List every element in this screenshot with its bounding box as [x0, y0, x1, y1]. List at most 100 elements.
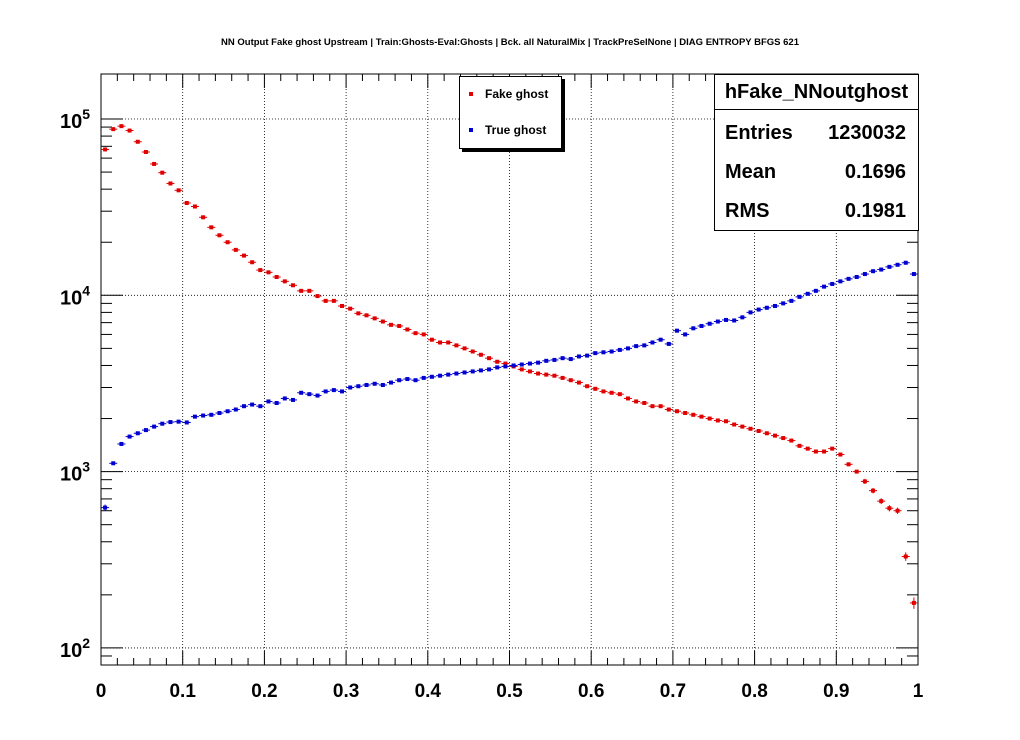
data-point-fake-ghost	[340, 303, 345, 308]
data-point-true-ghost	[536, 360, 541, 365]
data-point-true-ghost	[658, 337, 663, 342]
data-point-true-ghost	[699, 323, 704, 328]
data-point-fake-ghost	[266, 270, 271, 275]
data-point-fake-ghost	[544, 372, 549, 377]
data-point-true-ghost	[470, 369, 475, 374]
data-point-fake-ghost	[356, 311, 361, 316]
data-point-fake-ghost	[740, 424, 745, 429]
data-point-fake-ghost	[846, 462, 851, 467]
data-point-fake-ghost	[487, 356, 492, 361]
x-tick-label: 0.1	[169, 681, 196, 702]
data-point-fake-ghost	[797, 443, 802, 448]
data-point-fake-ghost	[683, 411, 688, 416]
stats-row-rms: RMS 0.1981	[715, 192, 918, 230]
data-point-true-ghost	[413, 378, 418, 383]
data-point-true-ghost	[233, 407, 238, 412]
data-point-true-ghost	[871, 269, 876, 274]
data-point-true-ghost	[838, 279, 843, 284]
stats-value: 1230032	[828, 122, 906, 144]
chart-title: NN Output Fake ghost Upstream | Train:Gh…	[221, 37, 799, 48]
stats-row-mean: Mean 0.1696	[715, 153, 918, 191]
legend-marker-fake-ghost	[469, 92, 473, 96]
data-point-fake-ghost	[201, 215, 206, 220]
data-point-fake-ghost	[380, 319, 385, 324]
data-point-true-ghost	[176, 419, 181, 424]
data-point-true-ghost	[576, 354, 581, 359]
data-point-true-ghost	[168, 420, 173, 425]
data-point-fake-ghost	[184, 200, 189, 205]
data-point-true-ghost	[805, 291, 810, 296]
data-point-true-ghost	[650, 340, 655, 345]
data-point-fake-ghost	[519, 367, 524, 372]
data-point-fake-ghost	[429, 337, 434, 342]
data-point-true-ghost	[503, 364, 508, 369]
data-point-fake-ghost	[911, 600, 916, 605]
data-point-fake-ghost	[290, 283, 295, 288]
data-point-true-ghost	[756, 307, 761, 312]
data-point-true-ghost	[748, 310, 753, 315]
data-point-fake-ghost	[389, 322, 394, 327]
data-point-true-ghost	[789, 298, 794, 303]
data-point-true-ghost	[389, 380, 394, 385]
data-point-fake-ghost	[160, 170, 165, 175]
legend-label-true-ghost: True ghost	[485, 123, 547, 137]
x-tick-label: 0.6	[578, 681, 604, 702]
data-point-true-ghost	[707, 321, 712, 326]
data-point-true-ghost	[601, 350, 606, 355]
data-point-fake-ghost	[250, 260, 255, 265]
data-point-fake-ghost	[397, 323, 402, 328]
data-point-fake-ghost	[438, 340, 443, 345]
data-point-fake-ghost	[119, 124, 124, 129]
data-point-true-ghost	[478, 368, 483, 373]
data-point-true-ghost	[822, 284, 827, 289]
data-point-true-ghost	[372, 381, 377, 386]
data-point-fake-ghost	[454, 343, 459, 348]
y-tick-label: 104	[60, 282, 90, 309]
data-point-fake-ghost	[650, 404, 655, 409]
stats-key: RMS	[725, 200, 770, 222]
data-point-true-ghost	[854, 275, 859, 280]
data-point-true-ghost	[813, 288, 818, 293]
data-point-fake-ghost	[503, 361, 508, 366]
x-tick-label: 0.9	[823, 681, 849, 702]
data-point-fake-ghost	[331, 298, 336, 303]
data-point-fake-ghost	[674, 409, 679, 414]
data-point-true-ghost	[911, 272, 916, 277]
data-point-true-ghost	[887, 264, 892, 269]
data-point-fake-ghost	[446, 340, 451, 345]
data-point-fake-ghost	[225, 240, 230, 245]
data-point-fake-ghost	[495, 359, 500, 364]
data-point-fake-ghost	[903, 554, 908, 559]
data-point-fake-ghost	[593, 386, 598, 391]
data-point-fake-ghost	[127, 128, 132, 133]
data-point-true-ghost	[438, 373, 443, 378]
data-point-fake-ghost	[217, 233, 222, 238]
stats-value: 0.1981	[844, 200, 906, 222]
data-point-fake-ghost	[756, 428, 761, 433]
data-point-fake-ghost	[879, 499, 884, 504]
data-point-fake-ghost	[887, 506, 892, 511]
data-point-fake-ghost	[258, 268, 263, 273]
data-point-true-ghost	[225, 409, 230, 414]
data-point-true-ghost	[454, 371, 459, 376]
data-point-fake-ghost	[209, 225, 214, 230]
data-point-fake-ghost	[813, 449, 818, 454]
data-point-true-ghost	[323, 389, 328, 394]
data-point-true-ghost	[552, 357, 557, 362]
data-point-true-ghost	[135, 431, 140, 436]
data-point-true-ghost	[683, 332, 688, 337]
data-point-true-ghost	[487, 367, 492, 372]
data-point-fake-ghost	[405, 327, 410, 332]
data-point-fake-ghost	[748, 426, 753, 431]
data-point-fake-ghost	[315, 294, 320, 299]
data-point-fake-ghost	[822, 449, 827, 454]
data-point-true-ghost	[732, 318, 737, 323]
data-point-fake-ghost	[462, 346, 467, 351]
data-point-fake-ghost	[560, 375, 565, 380]
data-point-fake-ghost	[364, 313, 369, 318]
x-tick-label: 0.3	[333, 681, 359, 702]
legend-entry-fake-ghost: Fake ghost	[460, 85, 561, 105]
data-point-fake-ghost	[658, 404, 663, 409]
data-point-true-ghost	[585, 353, 590, 358]
